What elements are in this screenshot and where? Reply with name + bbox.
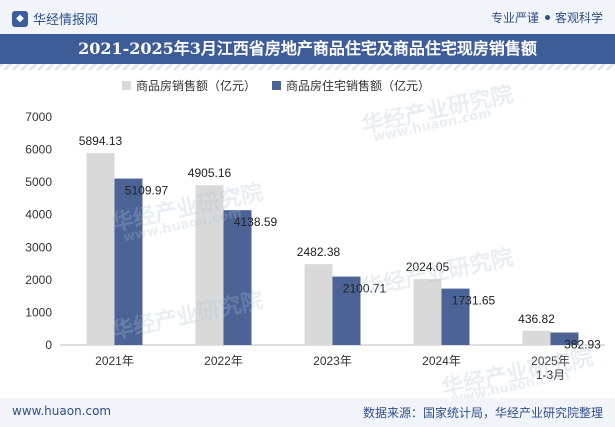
decorative-stripe: [0, 64, 615, 70]
footer-source: 数据来源：国家统计局，华经产业研究院整理: [362, 406, 603, 420]
x-tick-label: 2024年: [422, 354, 461, 368]
tagline-right: 客观科学: [554, 11, 603, 25]
bar-chart: 商品房销售额（亿元） 商品房住宅销售额（亿元） 0 1000 2000 3000 4000 5…: [25, 78, 605, 382]
bar: [195, 185, 224, 345]
x-tick-label: 2021年: [95, 354, 134, 368]
top-bar: ◆ 华经情报网 专业严谨 客观科学: [0, 0, 615, 34]
bar: [304, 264, 333, 345]
data-label: 382.93: [564, 338, 601, 352]
logo-icon: ◆: [12, 10, 28, 27]
data-label: 2100.71: [343, 282, 387, 296]
x-tick-label: 2023年: [313, 354, 352, 368]
y-tick-label: 0: [45, 338, 52, 352]
y-tick-label: 3000: [25, 240, 52, 254]
legend-swatch: [122, 81, 131, 90]
brand[interactable]: ◆ 华经情报网: [12, 9, 98, 28]
data-label: 2024.05: [406, 260, 450, 274]
y-tick-label: 4000: [25, 208, 52, 222]
bar: [223, 210, 252, 345]
x-tick-label: 2025年: [531, 354, 570, 368]
bar: [332, 276, 361, 345]
bar: [413, 279, 442, 345]
data-label: 4138.59: [234, 215, 278, 229]
brand-name: 华经情报网: [33, 13, 99, 28]
y-tick-label: 7000: [25, 110, 52, 124]
data-label: 2482.38: [297, 245, 341, 259]
bar: [114, 178, 143, 345]
footer-url[interactable]: www.huaon.com: [12, 404, 112, 418]
bar: [550, 332, 579, 345]
y-tick-label: 5000: [25, 175, 52, 189]
bar: [522, 330, 551, 345]
legend-swatch: [272, 81, 281, 90]
y-tick-label: 6000: [25, 143, 52, 157]
tagline-left: 专业严谨: [490, 11, 539, 25]
x-tick-label: 1-3月: [536, 368, 565, 382]
y-tick-label: 2000: [25, 273, 52, 287]
data-label: 4905.16: [188, 166, 232, 180]
y-tick-label: 1000: [25, 305, 52, 319]
bar: [441, 288, 470, 345]
chart-title: 2021-2025年3月江西省房地产商品住宅及商品住宅现房销售额: [0, 34, 615, 64]
legend-label: 商品房住宅销售额（亿元）: [286, 78, 430, 93]
data-label: 5109.97: [125, 184, 169, 198]
footer: www.huaon.com 数据来源：国家统计局，华经产业研究院整理: [0, 398, 615, 427]
data-label: 1731.65: [452, 294, 496, 308]
separator-dot-icon: [544, 15, 550, 20]
data-label: 5894.13: [79, 134, 123, 148]
legend-label: 商品房销售额（亿元）: [136, 78, 256, 93]
tagline: 专业严谨 客观科学: [491, 9, 603, 26]
bar: [86, 153, 115, 345]
data-label: 436.82: [518, 312, 555, 326]
x-tick-label: 2022年: [204, 354, 243, 368]
